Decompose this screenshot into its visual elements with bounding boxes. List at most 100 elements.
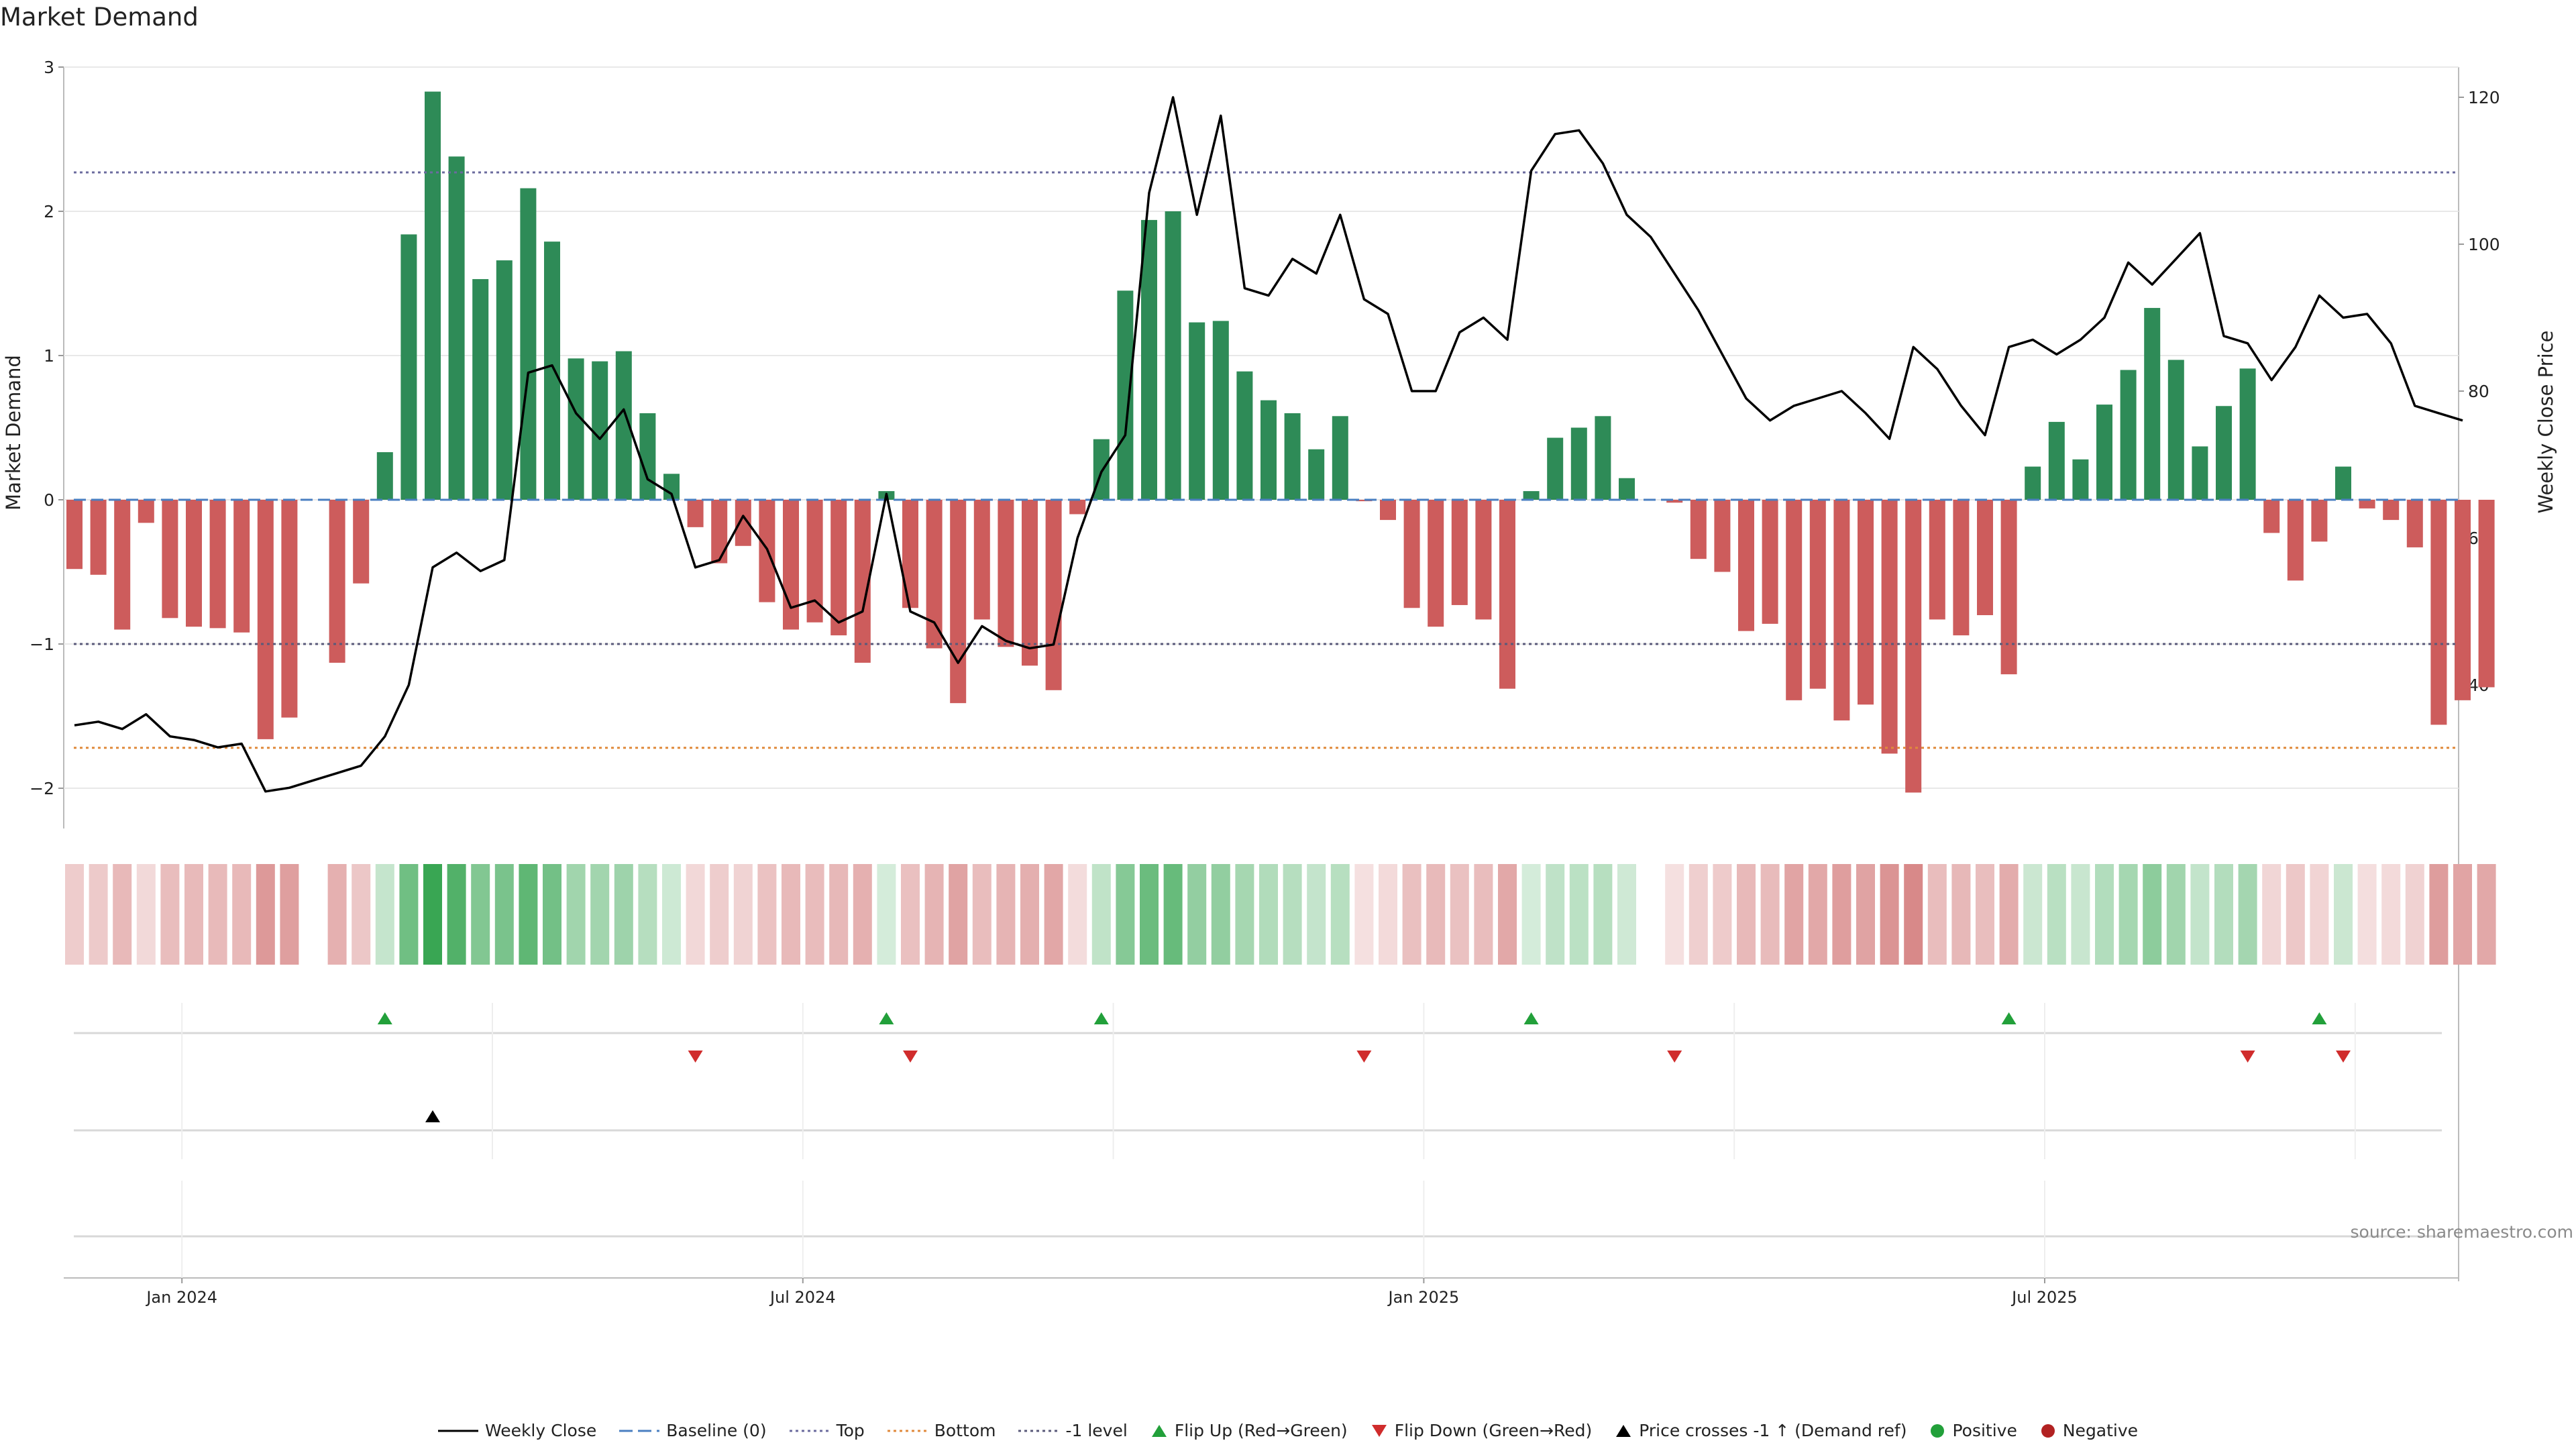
demand-bar (233, 500, 250, 633)
demand-bar (1022, 500, 1038, 666)
y-tick-label: 3 (44, 58, 54, 77)
demand-bar (1165, 211, 1181, 500)
demand-bar (1905, 500, 1922, 793)
heat-cell (1235, 864, 1254, 965)
heat-cell (590, 864, 610, 965)
source-note: source: sharemaestro.com (2350, 1222, 2574, 1242)
heat-cell (2023, 864, 2043, 965)
y2-tick-label: 80 (2468, 382, 2489, 401)
heat-cell (2190, 864, 2210, 965)
heat-cell (2381, 864, 2401, 965)
heat-cell (1999, 864, 2019, 965)
heat-cell (2071, 864, 2090, 965)
heat-cell (1617, 864, 1636, 965)
heat-cell (447, 864, 466, 965)
demand-bar (1284, 413, 1301, 500)
demand-bar (2335, 466, 2351, 500)
x-tick-label: Jan 2025 (1387, 1288, 1460, 1307)
demand-bar (2216, 406, 2232, 500)
heat-cell (232, 864, 252, 965)
demand-bar (2478, 500, 2495, 688)
heat-cell (2429, 864, 2449, 965)
heat-cell (1259, 864, 1278, 965)
heat-cell (160, 864, 180, 965)
heat-cell (2214, 864, 2233, 965)
legend-label: Negative (2062, 1421, 2139, 1440)
heat-cell (1163, 864, 1183, 965)
demand-bar (2144, 308, 2161, 500)
demand-bar (66, 500, 83, 570)
heat-cell (1713, 864, 1732, 965)
heat-cell (471, 864, 490, 965)
legend-label: Flip Down (Green→Red) (1394, 1421, 1593, 1440)
heat-cell (543, 864, 561, 965)
demand-bar (1881, 500, 1898, 754)
heat-cell (280, 864, 299, 965)
demand-bar (2359, 500, 2375, 508)
heat-cell (853, 864, 872, 965)
demand-bar (1308, 449, 1325, 500)
heat-cell (662, 864, 681, 965)
heat-cell (1546, 864, 1565, 965)
demand-bar (2311, 500, 2328, 542)
demand-bar (353, 500, 370, 584)
chart-title: Market Demand (0, 3, 199, 32)
demand-bar (902, 500, 918, 608)
flip-down-marker (1356, 1051, 1372, 1063)
heat-cell (1688, 864, 1708, 965)
y-tick-label: −1 (30, 635, 54, 654)
demand-bar (1380, 500, 1396, 521)
heat-cell (1426, 864, 1446, 965)
demand-bar (425, 91, 441, 500)
demand-bar (2072, 459, 2089, 500)
legend: Weekly Close Baseline (0) Top Bottom -1 … (0, 1421, 2576, 1440)
heat-cell (1044, 864, 1063, 965)
heat-cell (686, 864, 705, 965)
x-tick-label: Jul 2024 (769, 1288, 836, 1307)
demand-bar (783, 500, 799, 630)
demand-bar (806, 500, 823, 623)
demand-bar (973, 500, 990, 620)
heat-cell (1976, 864, 1994, 965)
heat-cell (2286, 864, 2305, 965)
demand-bar (1547, 437, 1564, 500)
demand-bar (162, 500, 178, 619)
heat-cell (924, 864, 944, 965)
heat-cell (1832, 864, 1851, 965)
weekly-close-line (74, 96, 2463, 793)
demand-bar (329, 500, 345, 663)
demand-bar (114, 500, 131, 630)
heat-cell (1474, 864, 1493, 965)
heat-cell (614, 864, 633, 965)
legend-label: Flip Up (Red→Green) (1174, 1421, 1348, 1440)
heat-cell (2357, 864, 2377, 965)
heat-cell (949, 864, 968, 965)
heat-cell (2334, 864, 2353, 965)
demand-bar (1212, 321, 1229, 500)
demand-bar (209, 500, 226, 629)
flip-up-marker (1523, 1012, 1539, 1024)
demand-bar (1953, 500, 1970, 636)
legend-item-top: Top (789, 1421, 865, 1440)
legend-label: Bottom (934, 1421, 996, 1440)
heat-cell (1784, 864, 1804, 965)
demand-bar (1499, 500, 1515, 689)
demand-bar (568, 358, 584, 500)
demand-bar (1189, 322, 1205, 500)
heat-cell (2238, 864, 2257, 965)
heat-cell (2262, 864, 2282, 965)
demand-bar (1786, 500, 1803, 700)
demand-bar (711, 500, 728, 564)
demand-bar (1762, 500, 1778, 624)
heat-cell (1880, 864, 1899, 965)
heat-cell (327, 864, 347, 965)
demand-bar (639, 413, 656, 500)
demand-bar (472, 279, 489, 500)
heat-cell (1737, 864, 1756, 965)
y2-tick-label: 100 (2468, 235, 2500, 254)
demand-bar (1690, 500, 1707, 559)
y-tick-label: 1 (44, 346, 54, 366)
heat-cell (1140, 864, 1159, 965)
demand-bar (1833, 500, 1850, 720)
heat-cell (494, 864, 514, 965)
